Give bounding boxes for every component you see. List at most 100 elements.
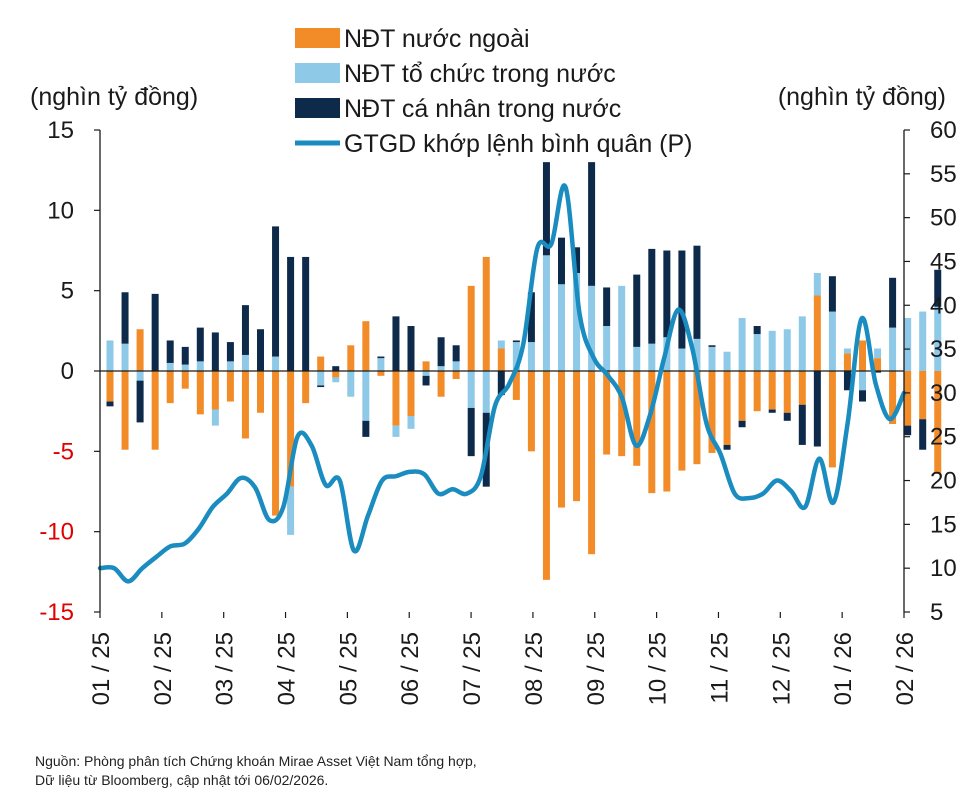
bar-nđt-nước-ngoài-8: [226, 371, 234, 402]
bar-nđt-nước-ngoài-38: [678, 371, 686, 471]
bar-nđt-tổ-chức-trong-nước-28: [527, 342, 535, 371]
bar-nđt-cá-nhân-trong-nước-23: [452, 345, 460, 362]
x-tick-label-1: 02 / 25: [150, 632, 177, 705]
bar-nđt-cá-nhân-trong-nước-28: [527, 292, 535, 343]
bar-nđt-tổ-chức-trong-nước-29: [542, 255, 550, 371]
bar-nđt-nước-ngoài-1: [121, 371, 129, 450]
bar-nđt-tổ-chức-trong-nước-50: [859, 371, 866, 391]
bar-nđt-nước-ngoài-24: [467, 285, 475, 371]
bar-nđt-tổ-chức-trong-nước-31: [573, 272, 581, 371]
bar-nđt-cá-nhân-trong-nước-45: [783, 412, 791, 421]
bar-nđt-nước-ngoài-6: [196, 371, 204, 415]
right-tick-label-45: 45: [930, 248, 957, 275]
bar-nđt-nước-ngoài-53: [904, 371, 912, 426]
bar-nđt-cá-nhân-trong-nước-36: [648, 248, 656, 344]
bar-nđt-nước-ngoài-36: [648, 371, 656, 494]
bar-nđt-nước-ngoài-33: [603, 371, 611, 455]
legend-label-individual: NĐT cá nhân trong nước: [344, 95, 621, 123]
right-tick-label-35: 35: [930, 336, 957, 363]
bar-nđt-tổ-chức-trong-nước-9: [241, 354, 249, 371]
bar-nđt-cá-nhân-trong-nước-33: [603, 287, 611, 327]
bar-nđt-nước-ngoài-51: [874, 358, 882, 371]
right-axis-title: (nghìn tỷ đồng): [778, 83, 946, 111]
right-tick-label-30: 30: [930, 380, 957, 407]
x-tick-label-10: 11 / 25: [706, 632, 733, 704]
legend-swatch-individual: [295, 98, 340, 118]
line-gtgd-khop-lenh: [97, 183, 907, 584]
bar-nđt-tổ-chức-trong-nước-54: [919, 311, 927, 371]
x-tick-label-12: 01 / 26: [830, 632, 857, 705]
legend-label-avg_value: GTGD khớp lệnh bình quân (P): [344, 130, 693, 158]
bar-nđt-tổ-chức-trong-nước-19: [392, 425, 400, 437]
bar-nđt-nước-ngoài-28: [527, 371, 535, 452]
bar-nđt-nước-ngoài-52: [889, 371, 897, 425]
bar-nđt-nước-ngoài-39: [693, 371, 701, 465]
x-tick-label-13: 02 / 26: [892, 632, 919, 705]
bar-nđt-nước-ngoài-21: [422, 361, 430, 371]
bar-nđt-tổ-chức-trong-nước-21: [422, 371, 430, 376]
bar-nđt-tổ-chức-trong-nước-30: [558, 284, 565, 371]
bar-nđt-nước-ngoài-7: [211, 371, 219, 410]
bar-nđt-tổ-chức-trong-nước-5: [181, 364, 189, 371]
bar-nđt-nước-ngoài-30: [558, 371, 565, 508]
bar-nđt-cá-nhân-trong-nước-35: [633, 274, 641, 347]
bar-nđt-tổ-chức-trong-nước-49: [843, 348, 851, 354]
bar-nđt-cá-nhân-trong-nước-47: [813, 371, 821, 447]
bar-nđt-cá-nhân-trong-nước-17: [362, 420, 370, 437]
bar-nđt-cá-nhân-trong-nước-31: [573, 247, 581, 273]
bar-nđt-nước-ngoài-14: [317, 356, 325, 371]
bar-nđt-nước-ngoài-5: [181, 371, 189, 389]
bar-nđt-nước-ngoài-3: [151, 371, 159, 450]
bar-nđt-cá-nhân-trong-nước-12: [287, 256, 295, 371]
bar-nđt-tổ-chức-trong-nước-35: [633, 346, 641, 371]
bar-nđt-cá-nhân-trong-nước-39: [693, 245, 701, 339]
legend-swatch-foreign: [295, 28, 340, 48]
bar-nđt-tổ-chức-trong-nước-32: [588, 285, 596, 371]
bar-nđt-nước-ngoài-54: [919, 371, 927, 420]
right-tick-label-60: 60: [930, 117, 957, 144]
bar-nđt-cá-nhân-trong-nước-10: [257, 329, 264, 371]
bar-nđt-tổ-chức-trong-nước-33: [603, 326, 611, 371]
bar-nđt-nước-ngoài-29: [542, 371, 550, 580]
bar-nđt-nước-ngoài-48: [828, 371, 836, 468]
bar-nđt-cá-nhân-trong-nước-38: [678, 250, 686, 349]
bar-nđt-nước-ngoài-23: [452, 371, 460, 380]
bar-nđt-nước-ngoài-34: [618, 371, 626, 457]
bar-nđt-nước-ngoài-41: [723, 371, 731, 445]
bar-nđt-cá-nhân-trong-nước-0: [106, 401, 114, 407]
left-tick-label--15: -15: [39, 599, 74, 626]
left-tick-label-0: 0: [61, 358, 74, 385]
bar-nđt-nước-ngoài-10: [257, 371, 264, 413]
bar-nđt-cá-nhân-trong-nước-7: [211, 332, 219, 371]
bar-nđt-tổ-chức-trong-nước-4: [166, 362, 174, 371]
bar-nđt-nước-ngoài-42: [738, 371, 746, 421]
right-tick-label-25: 25: [930, 424, 957, 451]
bar-nđt-tổ-chức-trong-nước-20: [407, 415, 415, 429]
bar-nđt-tổ-chức-trong-nước-16: [347, 371, 355, 397]
bar-nđt-cá-nhân-trong-nước-13: [302, 256, 310, 371]
bar-nđt-cá-nhân-trong-nước-24: [467, 407, 475, 457]
x-tick-label-3: 04 / 25: [274, 632, 301, 705]
bar-nđt-nước-ngoài-44: [768, 371, 776, 410]
x-tick-label-8: 09 / 25: [583, 632, 610, 705]
bar-nđt-tổ-chức-trong-nước-12: [287, 486, 295, 535]
bar-nđt-cá-nhân-trong-nước-11: [272, 226, 280, 357]
bar-nđt-nước-ngoài-43: [753, 371, 761, 412]
x-tick-label-9: 10 / 25: [645, 632, 672, 705]
bar-nđt-nước-ngoài-19: [392, 371, 400, 426]
bar-nđt-tổ-chức-trong-nước-51: [874, 348, 882, 359]
bar-nđt-nước-ngoài-18: [377, 371, 385, 376]
source-line-1: Nguồn: Phòng phân tích Chứng khoán Mirae…: [35, 753, 477, 769]
bar-nđt-tổ-chức-trong-nước-48: [828, 311, 836, 371]
bar-nđt-tổ-chức-trong-nước-39: [693, 338, 701, 371]
bar-nđt-tổ-chức-trong-nước-53: [904, 317, 912, 371]
bar-nđt-cá-nhân-trong-nước-46: [798, 404, 806, 445]
bar-nđt-cá-nhân-trong-nước-48: [828, 276, 836, 312]
bar-nđt-nước-ngoài-11: [272, 371, 280, 516]
bar-nđt-tổ-chức-trong-nước-27: [512, 342, 520, 371]
bar-nđt-cá-nhân-trong-nước-2: [136, 380, 144, 423]
right-tick-label-20: 20: [930, 468, 957, 495]
bar-nđt-cá-nhân-trong-nước-52: [889, 277, 897, 328]
bar-nđt-nước-ngoài-9: [241, 371, 249, 439]
